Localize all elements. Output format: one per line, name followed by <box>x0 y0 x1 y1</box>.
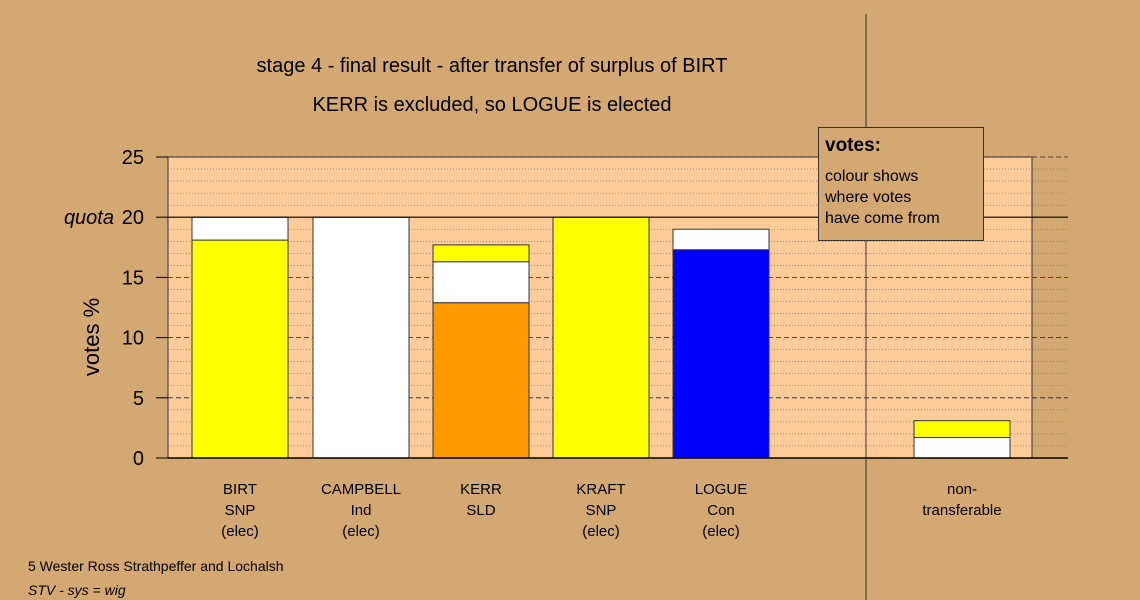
y-tick-label: 15 <box>122 267 144 289</box>
y-tick-label: 0 <box>133 448 144 470</box>
bar-segment <box>672 228 770 251</box>
bar-segment <box>913 437 1011 459</box>
x-category-label: SLD <box>466 502 495 519</box>
bar-segment <box>432 244 530 263</box>
legend-line-3: have come from <box>825 210 940 227</box>
footer-system: STV - sys = wig <box>28 582 126 598</box>
x-category-label: SNP <box>586 502 617 519</box>
x-category-label: (elec) <box>582 523 620 540</box>
x-category-label: (elec) <box>702 523 740 540</box>
y-axis-label: votes % <box>79 298 104 376</box>
x-category-label: BIRT <box>223 481 257 498</box>
footer-constituency: 5 Wester Ross Strathpeffer and Lochalsh <box>28 558 284 574</box>
bar-segment <box>312 216 410 459</box>
x-category-label: CAMPBELL <box>321 481 401 498</box>
bar-segment <box>913 420 1011 439</box>
chart-title: stage 4 - final result - after transfer … <box>257 55 728 77</box>
x-category-label: Con <box>707 502 735 519</box>
legend-line-2: where votes <box>825 189 912 206</box>
x-category-label: KRAFT <box>576 481 625 498</box>
x-category-label: (elec) <box>342 523 380 540</box>
y-tick-label: 5 <box>133 388 144 410</box>
x-category-label: KERR <box>460 481 502 498</box>
chart-subtitle: KERR is excluded, so LOGUE is elected <box>312 94 671 116</box>
x-category-label: SNP <box>225 502 256 519</box>
bar-segment <box>432 302 530 459</box>
bar-segment <box>191 216 289 241</box>
x-category-label: LOGUE <box>695 481 748 498</box>
y-tick-label: 25 <box>122 147 144 169</box>
x-category-label: Ind <box>351 502 372 519</box>
bar-segment <box>432 261 530 304</box>
quota-label: quota <box>64 207 114 229</box>
bar-segment <box>672 249 770 459</box>
x-category-label: (elec) <box>221 523 259 540</box>
bar-segment <box>552 216 650 459</box>
legend: votes: colour shows where votes have com… <box>818 127 984 241</box>
bar-segment <box>191 239 289 459</box>
legend-line-1: colour shows <box>825 168 919 185</box>
y-tick-label: 20 <box>122 207 144 229</box>
x-category-label: non- <box>947 481 977 498</box>
legend-title: votes: <box>825 135 881 156</box>
y-tick-label: 10 <box>122 328 144 350</box>
x-category-label: transferable <box>922 502 1001 519</box>
